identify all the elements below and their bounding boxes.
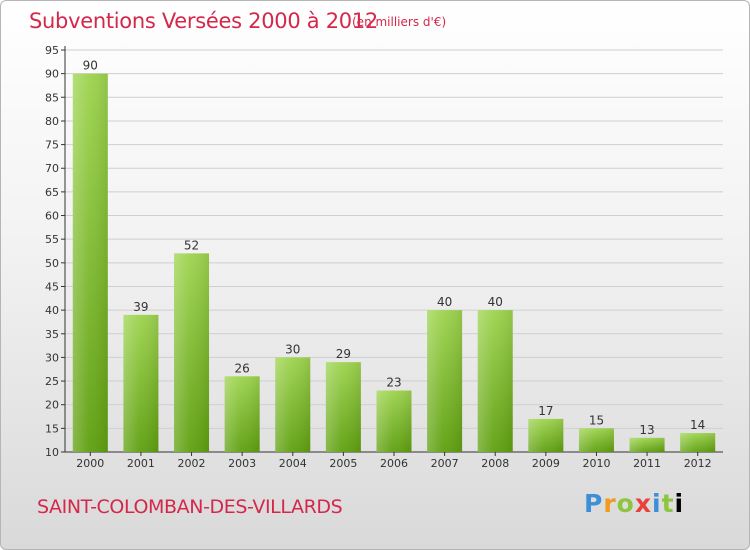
y-tick-label: 35: [45, 328, 59, 341]
bar-shine-2001: [123, 314, 159, 452]
bar-shine-2000: [72, 73, 108, 452]
x-tick-label: 2008: [481, 457, 509, 470]
y-tick-label: 40: [45, 304, 59, 317]
y-tick-label: 20: [45, 399, 59, 412]
x-tick-label: 2010: [582, 457, 610, 470]
data-label-2003: 26: [235, 361, 250, 375]
y-tick-label: 70: [45, 162, 59, 175]
y-tick-label: 90: [45, 68, 59, 81]
y-tick-label: 10: [45, 446, 59, 459]
chart-subtitle: (en milliers d'€): [352, 15, 447, 29]
x-tick-label: 2007: [431, 457, 459, 470]
chart-title: Subventions Versées 2000 à 2012: [29, 9, 378, 33]
commune-name: SAINT-COLOMBAN-DES-VILLARDS: [37, 496, 343, 518]
data-label-2012: 14: [690, 418, 705, 432]
data-label-2009: 17: [538, 404, 553, 418]
y-tick-label: 80: [45, 115, 59, 128]
y-tick-label: 30: [45, 351, 59, 364]
proxiti-logo: Proxiti: [584, 489, 685, 518]
data-labels: 90 39 52 26 30 29 23 40 40 17 15 13 14: [83, 59, 706, 437]
y-tick-label: 15: [45, 422, 59, 435]
x-tick-label: 2001: [127, 457, 155, 470]
data-label-2004: 30: [285, 342, 300, 356]
bar-shine-2009: [528, 418, 564, 452]
y-tick-label: 45: [45, 280, 59, 293]
x-tick-label: 2002: [178, 457, 206, 470]
y-tick-label: 50: [45, 257, 59, 270]
x-tick-label: 2012: [684, 457, 712, 470]
y-tick-label: 65: [45, 186, 59, 199]
bars: [72, 73, 716, 452]
data-label-2000: 90: [83, 59, 98, 73]
x-tick-label: 2003: [228, 457, 256, 470]
data-label-2008: 40: [488, 295, 503, 309]
y-tick-label: 60: [45, 210, 59, 223]
bar-shine-2010: [578, 428, 614, 452]
y-tick-label: 95: [45, 44, 59, 57]
data-label-2007: 40: [437, 295, 452, 309]
data-label-2001: 39: [133, 300, 148, 314]
y-tick-label: 25: [45, 375, 59, 388]
bar-shine-2005: [325, 362, 361, 452]
y-tick-label: 55: [45, 233, 59, 246]
bar-shine-2004: [275, 357, 311, 452]
data-label-2010: 15: [589, 413, 604, 427]
x-tick-label: 2009: [532, 457, 560, 470]
x-tick-label: 2011: [633, 457, 661, 470]
data-label-2011: 13: [639, 423, 654, 437]
data-label-2006: 23: [386, 376, 401, 390]
bar-shine-2008: [477, 310, 513, 452]
x-tick-label: 2006: [380, 457, 408, 470]
bar-shine-2002: [174, 253, 210, 452]
x-tick-label: 2000: [76, 457, 104, 470]
y-tick-label: 85: [45, 91, 59, 104]
bar-shine-2007: [427, 310, 463, 452]
x-tick-label: 2005: [329, 457, 357, 470]
bar-shine-2012: [680, 433, 716, 452]
bar-shine-2011: [629, 437, 665, 452]
data-label-2002: 52: [184, 238, 199, 252]
y-tick-label: 75: [45, 139, 59, 152]
bar-shine-2003: [224, 376, 260, 452]
bar-shine-2006: [376, 390, 412, 452]
data-label-2005: 29: [336, 347, 351, 361]
x-tick-label: 2004: [279, 457, 307, 470]
